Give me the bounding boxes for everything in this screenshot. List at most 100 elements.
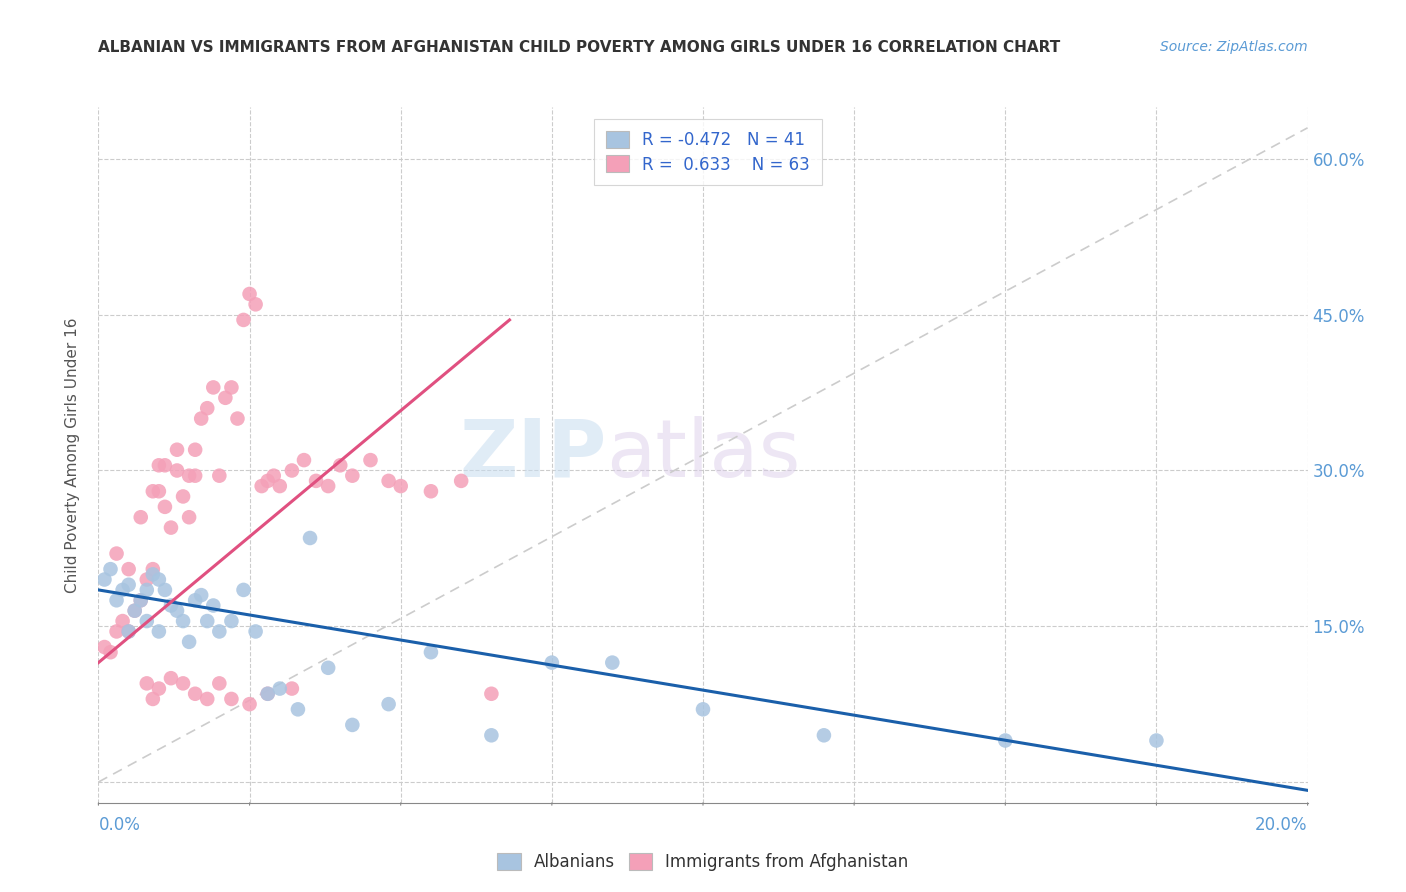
Point <box>202 380 225 394</box>
Point <box>129 593 152 607</box>
Point <box>129 510 152 524</box>
Point <box>118 624 141 639</box>
Point <box>153 458 176 473</box>
Point <box>1144 733 1167 747</box>
Point <box>250 479 273 493</box>
Point <box>111 614 134 628</box>
Point <box>142 562 165 576</box>
Point <box>153 582 176 597</box>
Text: Source: ZipAtlas.com: Source: ZipAtlas.com <box>1160 40 1308 54</box>
Point <box>208 468 231 483</box>
Point <box>135 573 157 587</box>
Point <box>256 474 278 488</box>
Point <box>172 676 194 690</box>
Legend: R = -0.472   N = 41, R =  0.633    N = 63: R = -0.472 N = 41, R = 0.633 N = 63 <box>593 119 821 186</box>
Point <box>316 479 339 493</box>
Point <box>450 474 472 488</box>
Point <box>148 458 170 473</box>
Text: atlas: atlas <box>606 416 800 494</box>
Point <box>142 484 165 499</box>
Point <box>184 593 207 607</box>
Point <box>160 671 183 685</box>
Point <box>153 500 176 514</box>
Point <box>105 593 128 607</box>
Point <box>118 578 141 592</box>
Point <box>221 614 243 628</box>
Point <box>195 401 218 416</box>
Point <box>93 640 115 654</box>
Point <box>105 624 128 639</box>
Point <box>129 593 152 607</box>
Point <box>195 692 218 706</box>
Legend: Albanians, Immigrants from Afghanistan: Albanians, Immigrants from Afghanistan <box>489 845 917 880</box>
Point <box>481 728 503 742</box>
Point <box>245 624 267 639</box>
Point <box>111 582 134 597</box>
Point <box>245 297 267 311</box>
Point <box>305 474 328 488</box>
Point <box>226 411 249 425</box>
Point <box>389 479 412 493</box>
Point <box>221 380 243 394</box>
Point <box>172 614 194 628</box>
Point <box>994 733 1017 747</box>
Point <box>135 582 157 597</box>
Point <box>148 681 170 696</box>
Point <box>360 453 382 467</box>
Point <box>292 453 315 467</box>
Point <box>269 681 291 696</box>
Point <box>329 458 352 473</box>
Point <box>232 582 254 597</box>
Point <box>377 474 399 488</box>
Point <box>202 599 225 613</box>
Point <box>100 562 122 576</box>
Point <box>269 479 291 493</box>
Point <box>105 547 128 561</box>
Point <box>184 442 207 457</box>
Point <box>100 645 122 659</box>
Point <box>93 573 115 587</box>
Point <box>208 624 231 639</box>
Point <box>160 520 183 534</box>
Point <box>195 614 218 628</box>
Text: ALBANIAN VS IMMIGRANTS FROM AFGHANISTAN CHILD POVERTY AMONG GIRLS UNDER 16 CORRE: ALBANIAN VS IMMIGRANTS FROM AFGHANISTAN … <box>98 40 1060 55</box>
Point <box>256 687 278 701</box>
Point <box>124 604 146 618</box>
Point <box>179 510 201 524</box>
Point <box>166 463 188 477</box>
Point <box>481 687 503 701</box>
Text: 0.0%: 0.0% <box>98 816 141 834</box>
Point <box>208 676 231 690</box>
Point <box>124 604 146 618</box>
Point <box>342 468 364 483</box>
Point <box>118 624 141 639</box>
Point <box>184 687 207 701</box>
Point <box>239 287 262 301</box>
Point <box>166 442 188 457</box>
Point <box>813 728 835 742</box>
Point <box>142 567 165 582</box>
Point <box>316 661 339 675</box>
Point <box>342 718 364 732</box>
Point <box>281 463 304 477</box>
Point <box>540 656 562 670</box>
Point <box>256 687 278 701</box>
Y-axis label: Child Poverty Among Girls Under 16: Child Poverty Among Girls Under 16 <box>65 318 80 592</box>
Point <box>190 411 212 425</box>
Point <box>692 702 714 716</box>
Point <box>263 468 285 483</box>
Point <box>148 484 170 499</box>
Point <box>118 562 141 576</box>
Point <box>239 697 262 711</box>
Point <box>214 391 236 405</box>
Point <box>142 692 165 706</box>
Point <box>184 468 207 483</box>
Point <box>135 614 157 628</box>
Point <box>148 573 170 587</box>
Point <box>179 635 201 649</box>
Point <box>281 681 304 696</box>
Point <box>160 599 183 613</box>
Point <box>179 468 201 483</box>
Point <box>602 656 624 670</box>
Point <box>190 588 212 602</box>
